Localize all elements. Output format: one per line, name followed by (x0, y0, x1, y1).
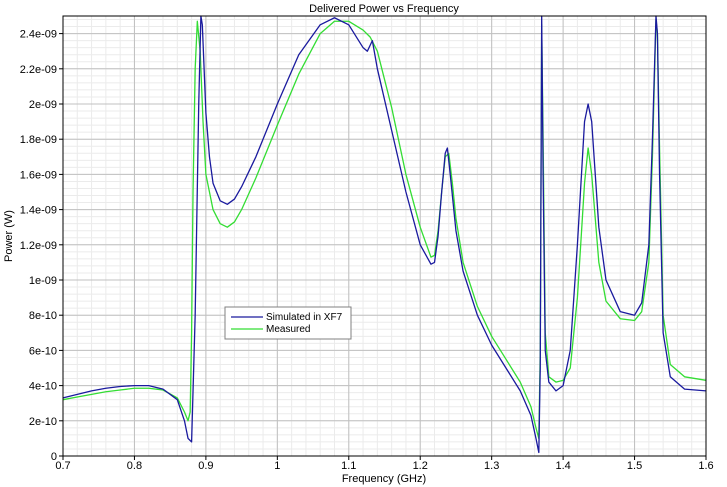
x-tick-label: 1.4 (555, 460, 570, 472)
y-tick-label: 2.4e-09 (20, 29, 57, 41)
y-tick-label: 6e-10 (29, 345, 57, 357)
major-grid (62, 16, 707, 457)
y-tick-label: 1.4e-09 (20, 205, 57, 217)
y-tick-label: 2e-10 (29, 416, 57, 428)
x-tick-label: 1 (274, 460, 280, 472)
series-line-simulated (62, 15, 707, 454)
x-tick-label: 1.2 (413, 460, 428, 472)
x-axis: 0.7 0.8 0.9 1 1.1 1.2 1.3 1.4 1.5 1.6 (55, 456, 714, 472)
plot-frame (62, 15, 707, 457)
y-tick-label: 1.2e-09 (20, 240, 57, 252)
x-tick-label: 1.1 (341, 460, 356, 472)
plot-area (63, 16, 706, 456)
y-tick-label: 1.6e-09 (20, 169, 57, 181)
chart-title: Delivered Power vs Frequency (309, 3, 459, 15)
series-layer (62, 15, 707, 454)
y-tick-label: 0 (51, 451, 57, 463)
x-tick-label: 0.9 (198, 460, 213, 472)
legend-label-simulated: Simulated in XF7 (266, 312, 343, 323)
y-tick-label: 1.8e-09 (20, 134, 57, 146)
y-tick-label: 2e-09 (29, 99, 57, 111)
y-axis: 0 2e-10 4e-10 6e-10 8e-10 1e-09 1.2e-09 1.4e-09… (20, 29, 63, 463)
y-tick-label: 8e-10 (29, 310, 57, 322)
y-tick-label: 4e-10 (29, 381, 57, 393)
x-tick-label: 1.3 (484, 460, 499, 472)
y-tick-label: 1e-09 (29, 275, 57, 287)
x-tick-label: 1.6 (698, 460, 713, 472)
x-tick-label: 0.8 (127, 460, 142, 472)
y-tick-label: 2.2e-09 (20, 64, 57, 76)
x-tick-label: 0.7 (55, 460, 70, 472)
legend-label-measured: Measured (266, 324, 310, 335)
y-axis-label: Power (W) (3, 210, 15, 262)
legend-box (224, 306, 352, 340)
x-axis-label: Frequency (GHz) (342, 473, 426, 485)
legend: Simulated in XF7 Measured (224, 306, 352, 340)
x-tick-label: 1.5 (627, 460, 642, 472)
